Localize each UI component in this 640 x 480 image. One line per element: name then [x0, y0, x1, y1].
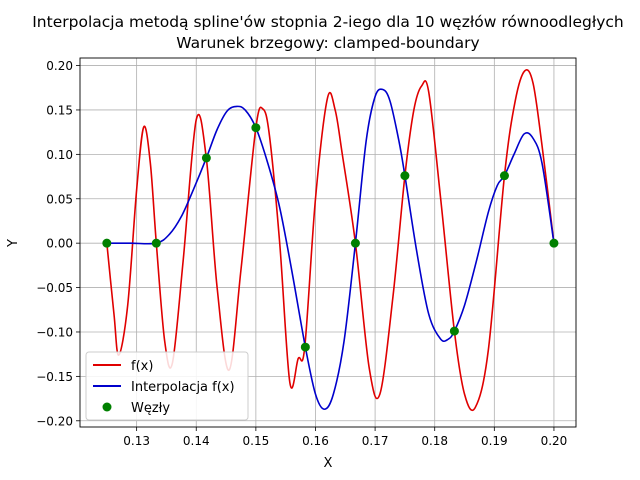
x-tick-label: 0.14	[183, 434, 210, 448]
y-axis-label: Y	[6, 239, 21, 248]
legend-box	[85, 351, 249, 421]
node-point	[549, 238, 559, 248]
legend-label-interp: Interpolacja f(x)	[131, 380, 235, 395]
chart-subtitle: Warunek brzegowy: clamped-boundary	[176, 34, 479, 52]
axes-frame	[79, 57, 577, 428]
x-tick-label: 0.16	[302, 434, 329, 448]
x-tick-label: 0.20	[541, 434, 568, 448]
y-tick-label: −0.10	[36, 325, 73, 339]
node-point	[350, 238, 360, 248]
x-tick-label: 0.15	[243, 434, 270, 448]
y-tick-label: −0.05	[36, 281, 73, 295]
node-point	[151, 238, 161, 248]
node-point	[400, 171, 410, 181]
y-tick-label: 0.05	[46, 192, 73, 206]
node-point	[300, 342, 310, 352]
chart-title: Interpolacja metodą spline'ów stopnia 2-…	[32, 13, 624, 31]
legend-swatch-nodes	[102, 402, 112, 412]
y-axis-ticks: −0.20 −0.15 −0.10 −0.05 0.00 0.05 0.10 0.15 0.20	[36, 59, 80, 428]
plot-series	[106, 69, 555, 412]
y-tick-label: 0.00	[46, 237, 73, 251]
series-line-interpolation	[106, 88, 555, 411]
legend: f(x) Interpolacja f(x) Węzły	[85, 351, 249, 421]
node-point	[201, 153, 211, 163]
x-axis-ticks: 0.13 0.14 0.15 0.16 0.17 0.18 0.19 0.20	[123, 427, 567, 448]
y-tick-label: 0.20	[46, 59, 73, 73]
legend-label-f: f(x)	[131, 359, 153, 374]
y-tick-label: −0.15	[36, 370, 73, 384]
grid	[80, 58, 576, 427]
node-point	[449, 326, 459, 336]
x-tick-label: 0.13	[123, 434, 150, 448]
y-tick-label: 0.10	[46, 148, 73, 162]
x-tick-label: 0.18	[421, 434, 448, 448]
node-point	[499, 171, 509, 181]
node-point	[102, 238, 112, 248]
node-markers	[102, 123, 559, 352]
series-line-f	[106, 69, 555, 412]
x-tick-label: 0.17	[362, 434, 389, 448]
legend-label-nodes: Węzły	[131, 401, 170, 416]
node-point	[251, 123, 261, 133]
x-axis-label: X	[324, 456, 333, 471]
y-tick-label: 0.15	[46, 103, 73, 117]
x-tick-label: 0.19	[481, 434, 508, 448]
y-tick-label: −0.20	[36, 414, 73, 428]
